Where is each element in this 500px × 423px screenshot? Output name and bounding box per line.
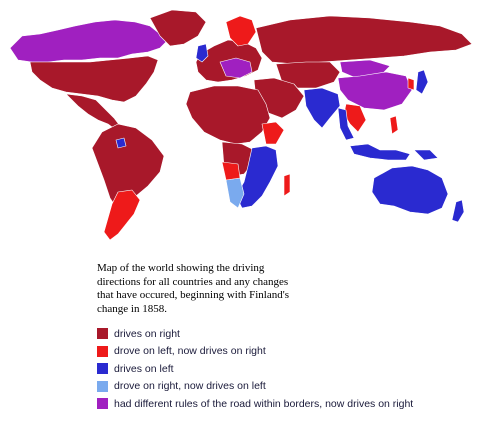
region-horn-africa (261, 121, 285, 145)
legend-swatch (97, 380, 108, 392)
region-north-africa (185, 85, 271, 145)
map-caption: Map of the world showing the driving dir… (97, 262, 289, 315)
legend-swatch (97, 363, 108, 375)
region-angola (221, 161, 241, 181)
legend-label: had different rules of the road within b… (114, 397, 414, 410)
world-map (9, 9, 473, 241)
region-madagascar (283, 173, 291, 197)
region-indonesia (349, 143, 411, 161)
legend-swatch (97, 328, 108, 340)
region-east-africa (235, 145, 279, 209)
map-legend: drives on right drove on left, now drives… (97, 325, 497, 413)
legend-label: drives on left (114, 362, 174, 375)
region-usa (29, 55, 159, 103)
region-greenland (149, 9, 207, 47)
region-central-europe (219, 57, 253, 79)
legend-item: drives on right (97, 325, 497, 343)
region-thailand (337, 107, 355, 141)
legend-item: drives on left (97, 360, 497, 378)
region-southern-cone (103, 189, 141, 241)
region-uk (195, 43, 209, 63)
region-philippines (389, 115, 399, 135)
region-india (303, 87, 341, 129)
legend-label: drove on right, now drives on left (114, 380, 266, 393)
region-guyana (115, 137, 127, 149)
legend-item: had different rules of the road within b… (97, 395, 497, 413)
region-japan (415, 69, 429, 95)
legend-label: drives on right (114, 327, 180, 340)
region-new-zealand (451, 199, 465, 223)
region-australia (371, 165, 449, 215)
legend-swatch (97, 345, 108, 357)
region-korea (407, 77, 415, 91)
region-china (337, 71, 413, 111)
region-russia (255, 15, 473, 65)
region-new-guinea (413, 149, 439, 161)
region-canada-alaska (9, 19, 169, 63)
legend-item: drove on left, now drives on right (97, 343, 497, 361)
legend-label: drove on left, now drives on right (114, 345, 266, 358)
legend-item: drove on right, now drives on left (97, 378, 497, 396)
legend-swatch (97, 398, 108, 410)
region-scandinavia (225, 15, 257, 47)
